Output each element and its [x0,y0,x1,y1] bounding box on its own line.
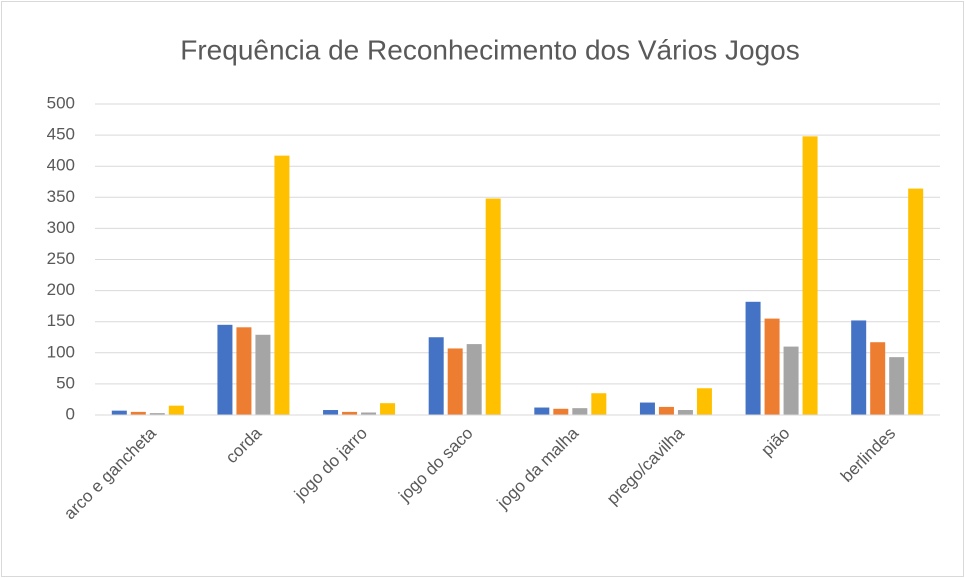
y-tick-label: 400 [47,156,75,175]
bar [466,344,482,415]
bar [361,412,377,415]
bar [323,410,339,415]
bar [217,324,233,415]
bar [591,393,607,415]
bar [851,320,867,415]
y-tick-label: 0 [66,404,75,423]
bar [802,136,818,415]
y-tick-label: 500 [47,93,75,112]
bar [274,155,290,415]
bar [658,406,674,415]
y-tick-label: 350 [47,187,75,206]
bar [130,411,146,415]
bar [149,413,165,415]
bar [485,198,501,415]
bar [447,348,463,415]
y-tick-label: 50 [56,373,75,392]
bar [889,357,905,415]
bar [236,327,252,415]
y-tick-label: 450 [47,125,75,144]
bar [696,388,712,415]
bar [534,407,550,415]
bar [764,318,780,415]
bar [553,408,569,415]
y-tick-label: 250 [47,249,75,268]
bar [111,410,127,415]
bar [572,408,588,415]
y-tick-label: 300 [47,218,75,237]
bar [342,411,358,415]
bar [639,402,655,415]
chart-title: Frequência de Reconhecimento dos Vários … [180,34,799,65]
y-tick-label: 150 [47,311,75,330]
y-tick-label: 200 [47,280,75,299]
bar [255,334,271,415]
bar [870,342,886,415]
bar [783,346,799,415]
bar [428,337,444,415]
bar [745,301,761,415]
y-tick-label: 100 [47,342,75,361]
bar [677,410,693,415]
bar [908,188,924,415]
bar [380,403,396,415]
bar [168,405,184,415]
